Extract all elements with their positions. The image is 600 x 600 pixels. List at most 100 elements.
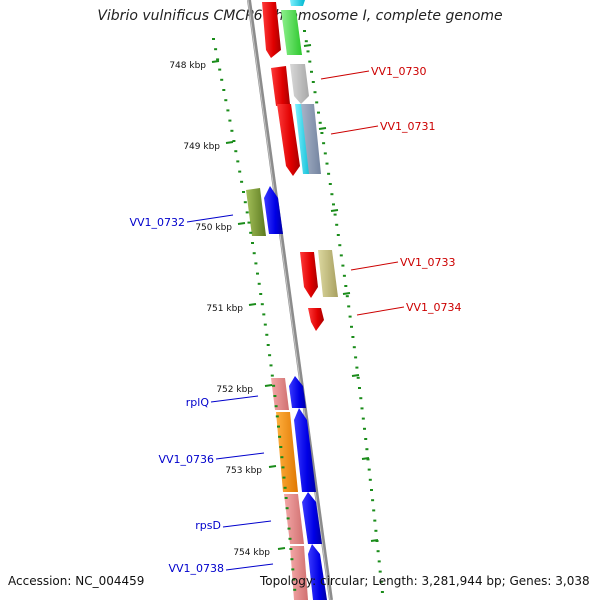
tick-label-753: 753 kbp <box>225 466 262 476</box>
map-title: Vibrio vulnificus CMCP6 chromosome I, co… <box>97 8 503 24</box>
gene-feature-grey-0730[interactable] <box>290 64 309 104</box>
scale-dot <box>311 81 315 83</box>
gene-feature-blue-rplq[interactable] <box>289 376 306 408</box>
scale-dot <box>325 162 329 165</box>
leader-line-vv1-0733 <box>350 261 399 271</box>
scale-dot <box>370 489 373 491</box>
scale-dot <box>341 264 345 267</box>
tick-mark-748 <box>211 60 220 63</box>
scale-dot <box>336 234 340 236</box>
gene-feature-red-0733[interactable] <box>300 252 318 298</box>
gene-label-vv1-0734[interactable]: VV1_0734 <box>406 301 462 314</box>
gene-label-vv1-0733[interactable]: VV1_0733 <box>400 256 456 269</box>
scale-dot <box>242 191 245 193</box>
scale-dot <box>372 509 376 512</box>
scale-dot <box>259 293 263 295</box>
gene-feature-blue-0732[interactable] <box>264 186 283 234</box>
scale-dot <box>277 425 280 428</box>
tick-dots <box>212 30 384 593</box>
gene-feature-pink-0738[interactable] <box>290 546 308 600</box>
scale-dot <box>374 529 378 532</box>
scale-dot <box>262 313 266 316</box>
scale-dot <box>355 366 359 369</box>
scale-dot <box>347 305 351 308</box>
leader-line-vv1-0734 <box>356 306 405 316</box>
gene-label-vv1-0736[interactable]: VV1_0736 <box>158 453 214 466</box>
scale-dot <box>342 274 346 277</box>
scale-dot <box>322 142 326 145</box>
scale-dot <box>218 68 222 71</box>
scale-dot <box>360 407 364 410</box>
gene-label-rpsd[interactable]: rpsD <box>195 519 221 532</box>
gene-feature-blue-rpsd[interactable] <box>302 492 322 544</box>
scale-dot <box>212 38 215 40</box>
scale-dot <box>251 242 254 244</box>
gene-label-vv1-0732[interactable]: VV1_0732 <box>129 216 185 229</box>
leader-line-vv1-0736 <box>215 452 265 460</box>
scale-dot <box>263 323 267 326</box>
scale-dot <box>274 405 278 408</box>
scale-dot <box>284 497 288 499</box>
tick-label-749: 749 kbp <box>183 142 220 152</box>
scale-dot <box>373 519 377 522</box>
scale-dot <box>224 99 228 102</box>
scale-dot <box>351 336 355 338</box>
gene-feature-blue-0736[interactable] <box>294 408 316 492</box>
scale-dot <box>275 415 279 418</box>
chromosome-backbone <box>247 0 333 600</box>
scale-dot <box>327 172 331 175</box>
scale-dot <box>361 417 365 420</box>
scale-dot <box>348 315 352 318</box>
scale-dot <box>356 376 360 379</box>
gene-feature-red-0731[interactable] <box>277 104 300 176</box>
gene-feature-pink-rplq[interactable] <box>271 378 289 410</box>
scale-dot <box>245 211 249 214</box>
gene-feature-red-0730[interactable] <box>271 66 290 106</box>
gene-feature-green[interactable] <box>281 10 302 55</box>
feature-track <box>262 0 338 331</box>
scale-dot <box>290 558 294 561</box>
gene-feature-red-0734[interactable] <box>308 308 324 331</box>
scale-dot <box>291 568 295 571</box>
scale-dot <box>317 111 320 114</box>
gene-label-rplq[interactable]: rplQ <box>186 396 210 409</box>
leader-line-vv1-0730 <box>320 70 370 80</box>
gene-label-vv1-0738[interactable]: VV1_0738 <box>168 562 224 575</box>
gene-feature-orange-0736[interactable] <box>276 412 298 492</box>
scale-dot <box>216 58 220 61</box>
scale-dot <box>318 121 322 124</box>
scale-dot <box>315 101 319 104</box>
leader-line-vv1-0738 <box>225 563 274 571</box>
gene-label-vv1-0730[interactable]: VV1_0730 <box>371 65 427 78</box>
gene-feature-olive-0732[interactable] <box>246 188 266 236</box>
scale-dot <box>344 285 348 287</box>
tick-label-750: 750 kbp <box>195 223 232 233</box>
tick-mark-750 <box>237 222 246 225</box>
scale-dot <box>256 272 259 275</box>
scale-dot <box>377 560 381 563</box>
gene-feature-slate-0731[interactable] <box>301 104 321 174</box>
gene-feature-khaki-0733[interactable] <box>318 250 338 297</box>
tick-mark-751 <box>248 303 257 306</box>
tick-mark-754 <box>277 547 286 550</box>
scale-dot <box>280 456 284 459</box>
tick-mark-752 <box>264 384 273 387</box>
gene-label-vv1-0731[interactable]: VV1_0731 <box>380 120 436 133</box>
gene-feature-blue-0738[interactable] <box>308 544 327 600</box>
scale-dot <box>303 30 306 32</box>
genome-summary-text: Topology: circular; Length: 3,281,944 bp… <box>260 574 590 588</box>
gene-feature-pink-rpsd[interactable] <box>284 494 304 544</box>
scale-dot <box>238 170 242 173</box>
outer-dash <box>318 127 327 130</box>
leader-line-rpsd <box>222 520 272 528</box>
outer-dash <box>330 209 339 212</box>
gene-feature-cyan-top[interactable] <box>290 0 305 6</box>
scale-dot <box>292 578 296 581</box>
gene-feature-red-1[interactable] <box>262 2 281 58</box>
scale-dot <box>323 152 327 155</box>
scale-dot <box>352 346 356 349</box>
scale-dot <box>364 438 368 440</box>
scale-dot <box>293 588 297 591</box>
